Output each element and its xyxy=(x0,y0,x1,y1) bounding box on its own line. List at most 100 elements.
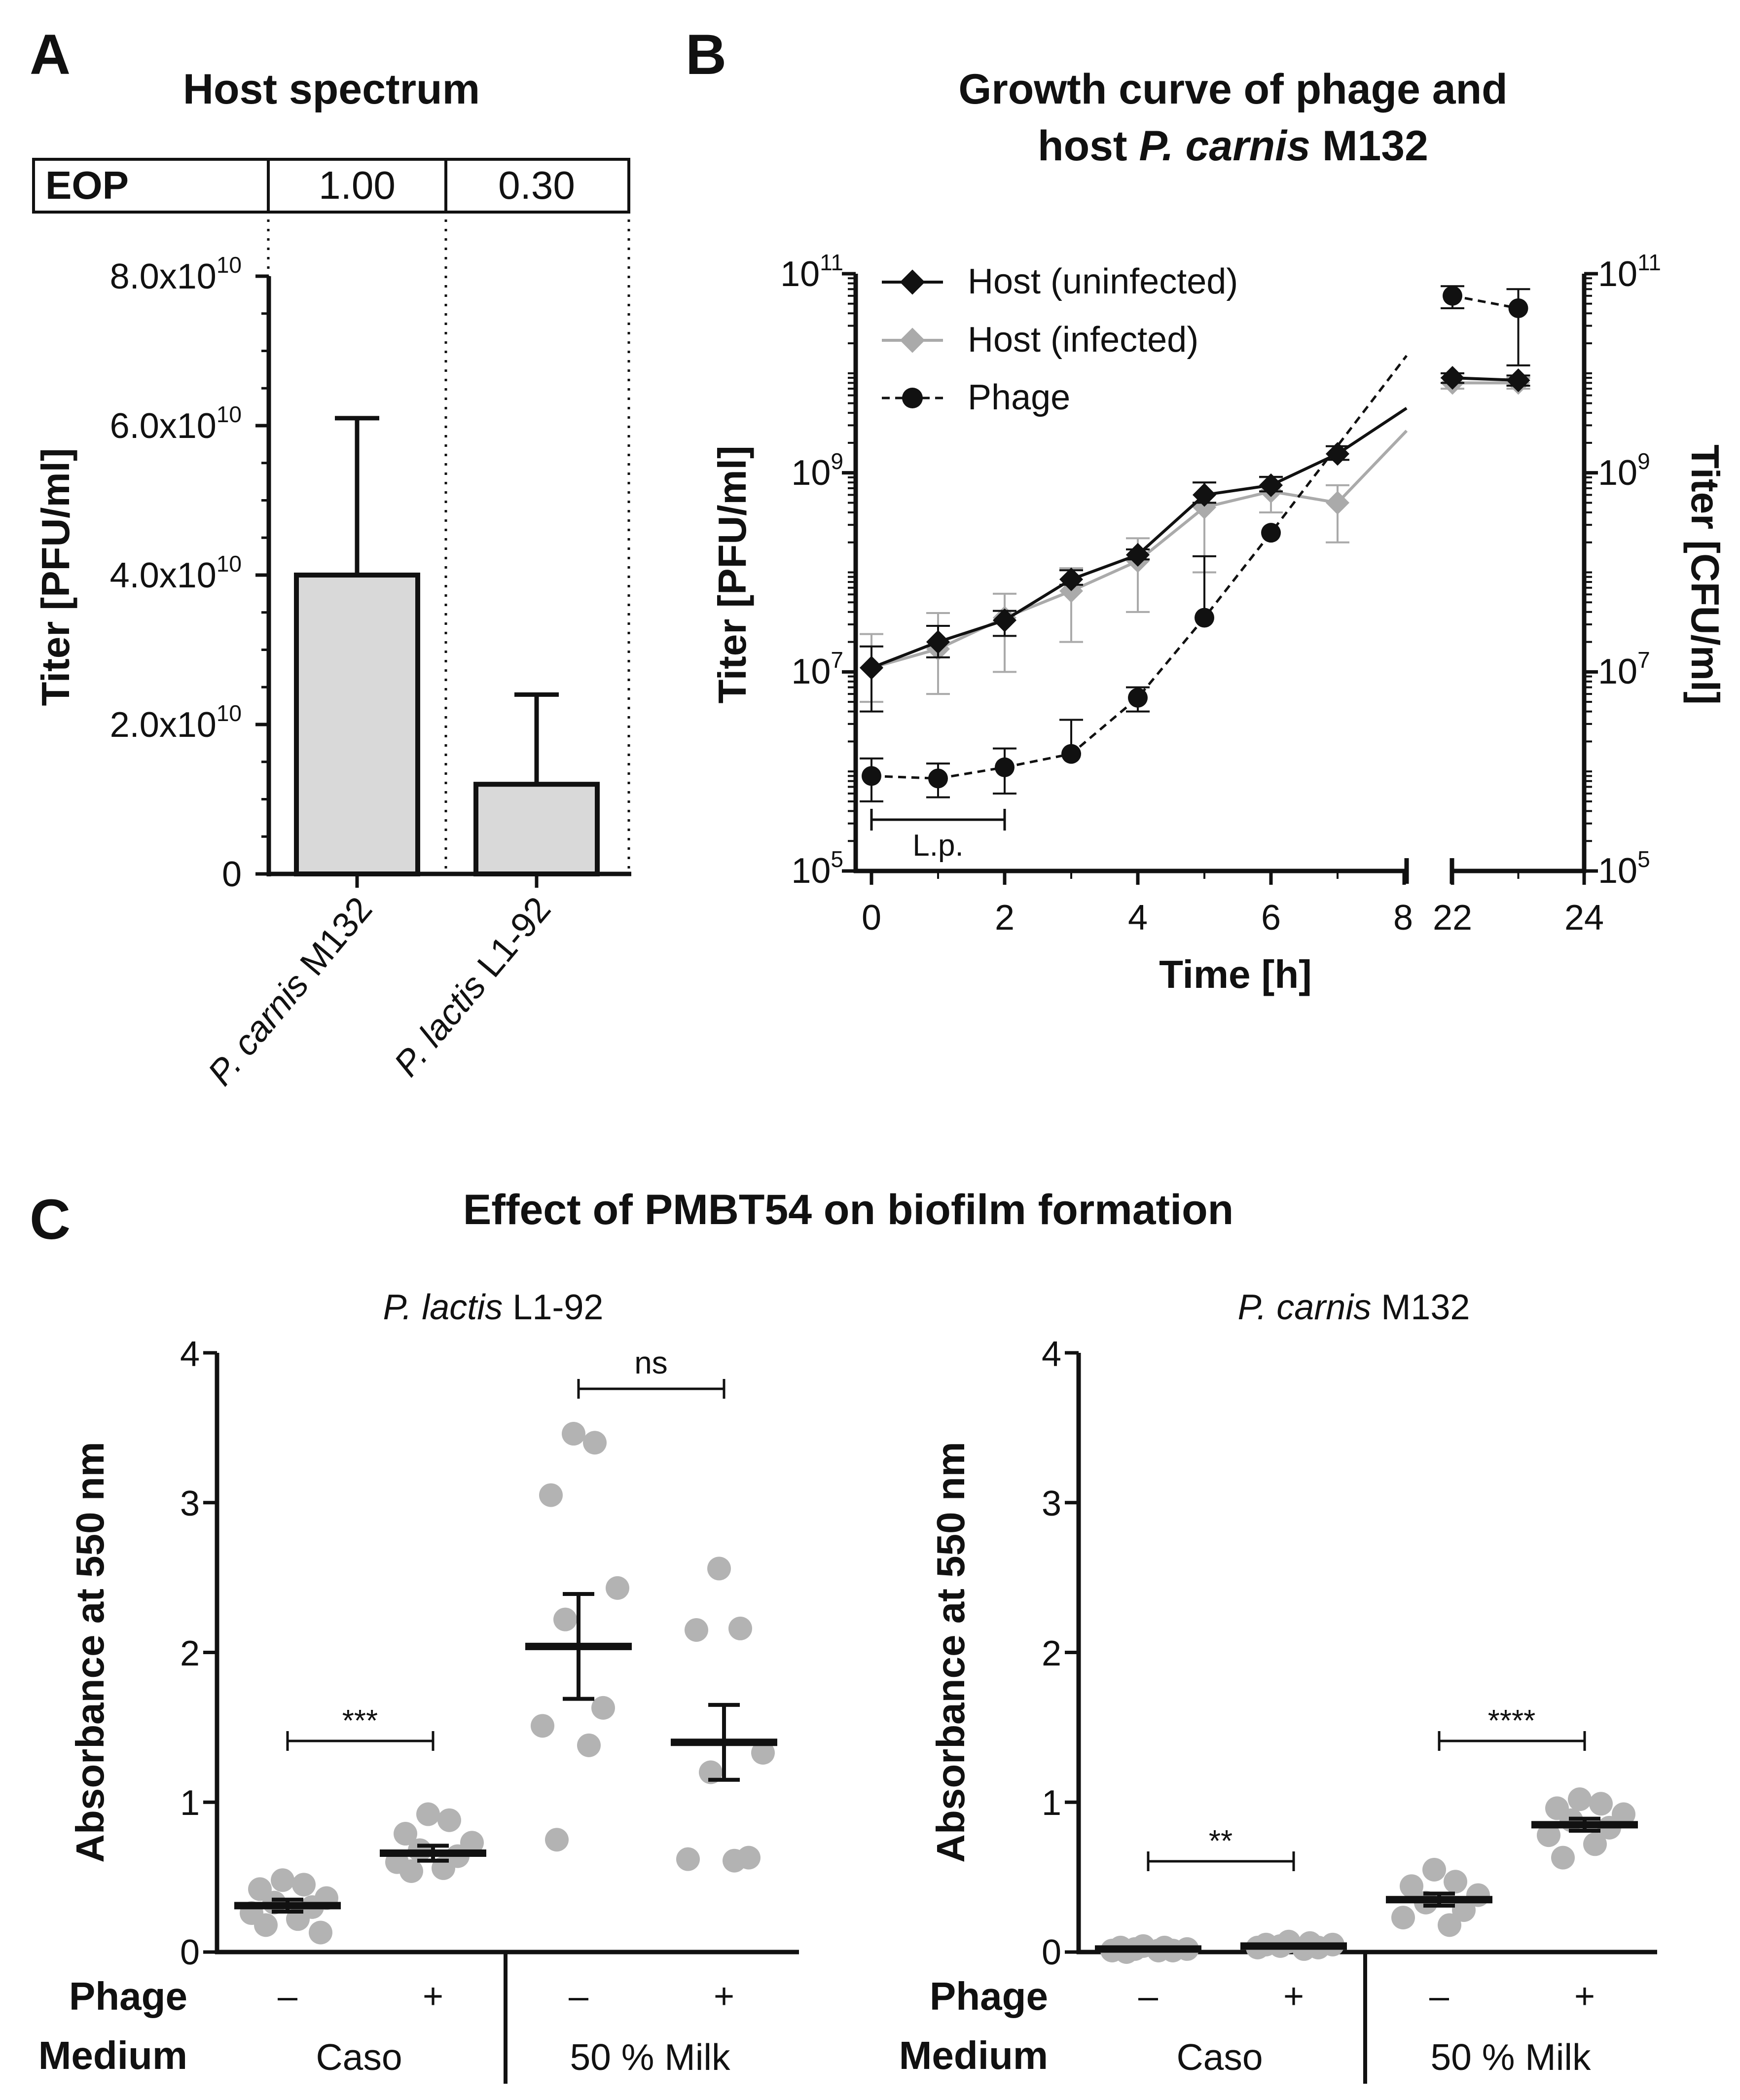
phage-row-label: Phage xyxy=(69,1974,187,2018)
data-point xyxy=(685,1618,708,1642)
data-point xyxy=(1551,1846,1575,1870)
data-point xyxy=(309,1920,332,1945)
y-tick-label: 3 xyxy=(180,1484,200,1523)
data-point xyxy=(1422,1857,1446,1882)
y-tick-label-left: 105 xyxy=(791,846,843,891)
sig-label: *** xyxy=(342,1704,378,1738)
bar xyxy=(473,782,600,876)
series-line xyxy=(871,355,1408,780)
panel-a-title: Host spectrum xyxy=(183,66,480,113)
panel-b-plot xyxy=(859,285,1530,802)
panel-c: C Effect of PMBT54 on biofilm formation … xyxy=(30,1186,1657,2084)
data-point xyxy=(1508,298,1528,318)
y-tick-label: 4 xyxy=(1042,1335,1061,1374)
data-point xyxy=(1192,483,1217,507)
data-point xyxy=(292,1873,316,1897)
y-tick-label-right: 107 xyxy=(1598,647,1650,691)
sig-bracket: ** xyxy=(1147,1824,1295,1871)
phage-sign: + xyxy=(1283,1977,1304,2016)
data-point xyxy=(399,1859,423,1883)
y-tick-label-right: 105 xyxy=(1598,846,1650,891)
data-point xyxy=(707,1557,731,1581)
data-point xyxy=(254,1913,278,1937)
data-point xyxy=(1440,366,1465,390)
data-point xyxy=(1061,744,1081,764)
sig-bracket: *** xyxy=(286,1704,435,1751)
legend-marker-host-uninfected xyxy=(900,269,925,295)
data-point xyxy=(591,1696,615,1720)
data-point xyxy=(437,1808,461,1832)
eop-table xyxy=(32,158,630,214)
phage-sign: – xyxy=(569,1977,589,2016)
panel-b-x-ticks xyxy=(870,871,1586,885)
panel-b-left-axis-label: Titer [PFU/ml] xyxy=(710,445,754,703)
y-tick-label: 2 xyxy=(180,1634,200,1673)
data-point xyxy=(1583,1832,1607,1856)
data-point xyxy=(577,1733,601,1757)
data-point xyxy=(416,1802,440,1826)
data-point xyxy=(1537,1823,1560,1847)
data-point xyxy=(751,1741,775,1765)
medium-row-label: Medium xyxy=(899,2033,1048,2077)
y-tick-label: 8.0x1010 xyxy=(110,252,242,296)
data-point xyxy=(928,768,948,789)
y-tick-label-left: 109 xyxy=(791,448,843,493)
panel-a-y-axis-label: Titer [PFU/ml] xyxy=(34,448,77,706)
data-point xyxy=(1506,368,1530,393)
panel-b-title-line1: Growth curve of phage and xyxy=(958,66,1507,113)
medium-row-label: Medium xyxy=(38,2033,187,2077)
data-point xyxy=(859,655,884,680)
data-point xyxy=(995,757,1015,777)
data-point xyxy=(992,608,1017,632)
sig-bracket: **** xyxy=(1438,1704,1586,1751)
data-point xyxy=(1261,523,1281,543)
sig-bracket: ns xyxy=(577,1345,725,1399)
data-point xyxy=(1589,1792,1613,1816)
panel-b: B Growth curve of phage and host P. carn… xyxy=(686,23,1727,996)
phage-sign: + xyxy=(1574,1977,1595,2016)
data-point xyxy=(1325,442,1350,466)
panel-b-y-ticks xyxy=(842,272,1598,873)
x-tick-label: 22 xyxy=(1433,898,1472,938)
data-point xyxy=(1195,608,1214,628)
y-tick-label: 1 xyxy=(1042,1783,1061,1823)
data-point xyxy=(1128,688,1148,708)
medium-label-milk: 50 % Milk xyxy=(570,2036,730,2078)
panel-b-right-axis-label: Titer [CFU/ml] xyxy=(1683,444,1727,704)
y-tick-label-right: 109 xyxy=(1598,448,1650,493)
data-point xyxy=(553,1607,577,1631)
medium-label-caso: Caso xyxy=(1176,2036,1263,2078)
data-point xyxy=(1325,491,1350,515)
phage-sign: – xyxy=(1138,1977,1159,2016)
y-tick-label: 0 xyxy=(222,855,242,894)
panel-c-left-y-axis-label: Absorbance at 550 nm xyxy=(68,1442,112,1863)
legend-label-phage: Phage xyxy=(968,378,1070,417)
data-point xyxy=(676,1847,700,1871)
data-point xyxy=(531,1714,554,1738)
phage-row-label: Phage xyxy=(930,1974,1048,2018)
data-point xyxy=(545,1828,569,1852)
panel-letter-a: A xyxy=(30,23,71,86)
phage-sign: – xyxy=(278,1977,298,2016)
y-tick-label: 4 xyxy=(180,1335,200,1374)
medium-label-milk: 50 % Milk xyxy=(1430,2036,1591,2078)
data-point xyxy=(1443,286,1462,306)
data-point xyxy=(606,1576,629,1600)
category-label-lactis: P. lactis L1-92 xyxy=(387,890,559,1084)
y-tick-label: 4.0x1010 xyxy=(110,551,242,595)
data-point xyxy=(1444,1870,1467,1894)
bar xyxy=(294,573,420,876)
panel-a-minor-ticks xyxy=(261,312,269,838)
data-point xyxy=(862,766,881,786)
x-tick-label: 6 xyxy=(1261,898,1281,938)
data-point xyxy=(394,1822,417,1846)
phage-sign: + xyxy=(714,1977,734,2016)
legend-label-host-uninfected: Host (uninfected) xyxy=(968,262,1238,301)
data-point xyxy=(728,1616,752,1640)
medium-label-caso: Caso xyxy=(316,2036,402,2078)
panel-c-right-y-axis-label: Absorbance at 550 nm xyxy=(929,1442,973,1863)
data-point xyxy=(1452,1898,1476,1922)
legend-marker-host-infected xyxy=(900,327,925,353)
panel-c-right-subtitle: P. carnis M132 xyxy=(1238,1288,1470,1327)
